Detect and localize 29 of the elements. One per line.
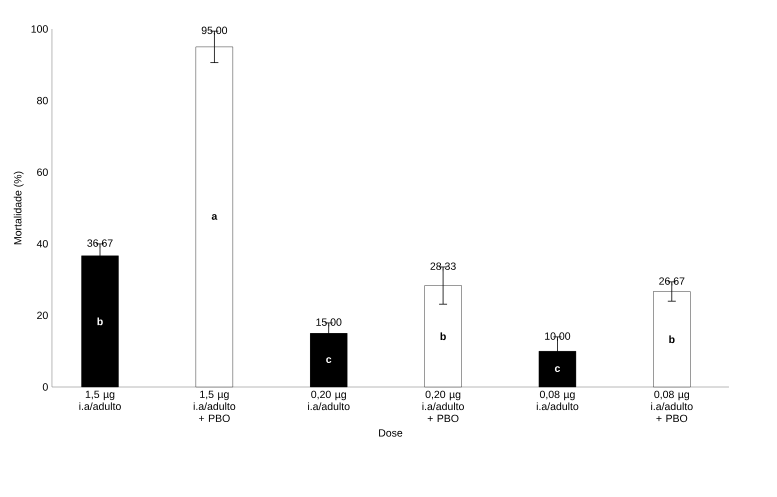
bar xyxy=(81,256,119,388)
annotation: b xyxy=(440,332,446,340)
x-tick-label: 0,08 µg i.a/adulto + PBO xyxy=(651,390,693,422)
bar xyxy=(424,285,462,388)
y-tick-label: 40 xyxy=(36,240,48,248)
y-tick-label: 100 xyxy=(32,25,48,33)
y-axis-title: Mortalidade (%) xyxy=(14,172,24,244)
bar xyxy=(538,351,576,388)
x-tick-label: 0,20 µg i.a/adulto xyxy=(308,390,350,410)
data-label: 26,67 xyxy=(659,277,684,286)
annotation: b xyxy=(669,335,675,344)
annotation: a xyxy=(212,214,218,220)
y-tick-label: 60 xyxy=(37,168,48,176)
annotation: c xyxy=(554,366,560,372)
data-label: 36,67 xyxy=(87,239,113,248)
data-label: 95,00 xyxy=(202,26,228,36)
x-tick-label: 0,08 µg i.a/adulto xyxy=(536,390,578,410)
x-tick-label: 1,5 µg i.a/adulto + PBO xyxy=(194,390,236,422)
data-label: 10,00 xyxy=(545,332,570,342)
data-label: 28,33 xyxy=(430,262,456,272)
annotation: b xyxy=(97,318,103,326)
x-axis-title: Dose xyxy=(379,429,402,437)
y-tick-label: 80 xyxy=(37,96,48,104)
x-tick-label: 1,5 µg i.a/adulto xyxy=(79,390,121,410)
y-tick-label: 20 xyxy=(37,312,48,320)
x-tick-label: 0,20 µg i.a/adulto + PBO xyxy=(422,390,464,422)
annotation: c xyxy=(326,357,332,364)
data-label: 15,00 xyxy=(316,318,342,328)
y-tick-label: 0 xyxy=(42,383,48,391)
